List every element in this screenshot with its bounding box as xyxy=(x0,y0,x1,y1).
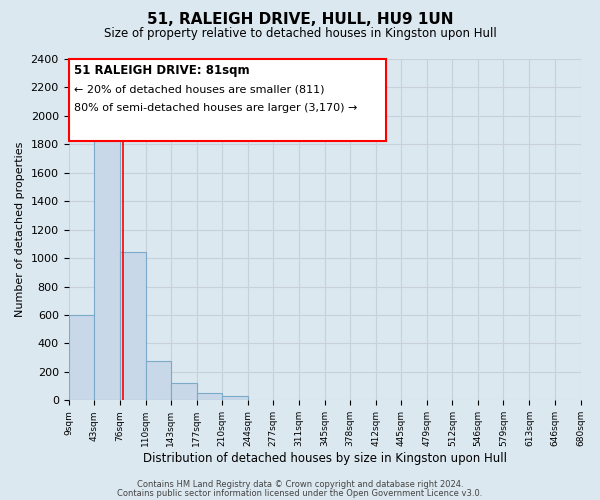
Text: 80% of semi-detached houses are larger (3,170) →: 80% of semi-detached houses are larger (… xyxy=(74,104,357,114)
X-axis label: Distribution of detached houses by size in Kingston upon Hull: Distribution of detached houses by size … xyxy=(143,452,506,465)
Bar xyxy=(68,315,94,400)
Y-axis label: Number of detached properties: Number of detached properties xyxy=(15,142,25,318)
Text: 51, RALEIGH DRIVE, HULL, HU9 1UN: 51, RALEIGH DRIVE, HULL, HU9 1UN xyxy=(147,12,453,28)
Bar xyxy=(197,393,222,400)
Text: Contains HM Land Registry data © Crown copyright and database right 2024.: Contains HM Land Registry data © Crown c… xyxy=(137,480,463,489)
Text: 51 RALEIGH DRIVE: 81sqm: 51 RALEIGH DRIVE: 81sqm xyxy=(74,64,249,77)
Text: Size of property relative to detached houses in Kingston upon Hull: Size of property relative to detached ho… xyxy=(104,28,496,40)
Bar xyxy=(171,384,197,400)
Text: Contains public sector information licensed under the Open Government Licence v3: Contains public sector information licen… xyxy=(118,488,482,498)
Bar xyxy=(222,396,248,400)
Bar xyxy=(94,133,119,400)
FancyBboxPatch shape xyxy=(68,59,386,141)
Bar xyxy=(146,360,171,401)
Text: ← 20% of detached houses are smaller (811): ← 20% of detached houses are smaller (81… xyxy=(74,84,324,94)
Bar xyxy=(119,252,146,400)
